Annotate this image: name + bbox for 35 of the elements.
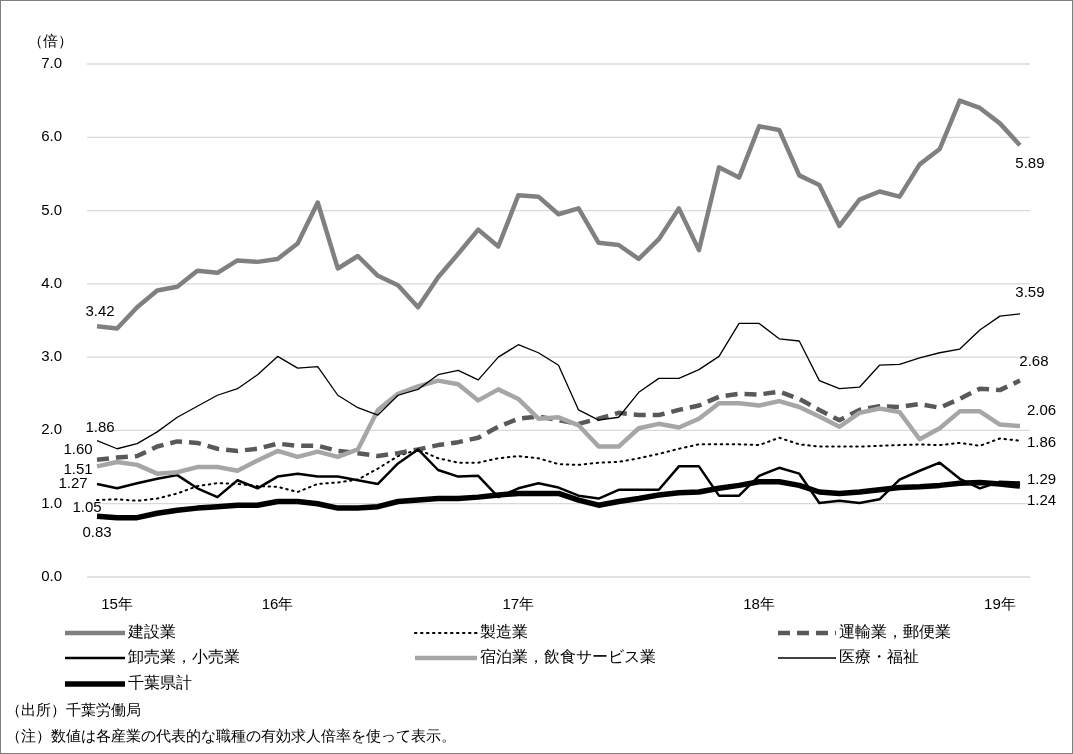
y-tick-label: 3.0 — [41, 347, 62, 365]
y-tick-label: 4.0 — [41, 273, 62, 291]
data-label: 5.89 — [1015, 154, 1045, 172]
text: （出所）千葉労働局 — [6, 700, 141, 718]
data-label: 1.60 — [63, 439, 93, 457]
legend-label: 運輸業，郵便業 — [839, 623, 951, 641]
y-tick-label: 6.0 — [41, 127, 62, 145]
legend-label: 製造業 — [480, 623, 528, 641]
y-tick-label: 0.0 — [41, 566, 62, 584]
data-label: 1.05 — [72, 498, 102, 516]
y-tick-label: 1.0 — [41, 493, 62, 511]
text: （注）数値は各産業の代表的な職種の有効求人倍率を使って表示。 — [6, 726, 456, 744]
data-label: 2.06 — [1026, 401, 1057, 418]
legend-label: 医療・福祉 — [839, 648, 919, 666]
y-tick-label: 2.0 — [41, 420, 62, 438]
data-label: 0.83 — [82, 523, 112, 541]
x-tick-label: 16年 — [261, 594, 294, 612]
data-label: 1.29 — [1026, 470, 1057, 488]
x-tick-label: 19年 — [984, 594, 1016, 612]
x-tick-label: 18年 — [743, 594, 775, 612]
data-label: 2.68 — [1019, 351, 1049, 369]
legend-label: 宿泊業，飲食サービス業 — [480, 648, 656, 666]
data-label: 1.86 — [85, 417, 115, 435]
legend-label: 卸売業，小売業 — [128, 648, 240, 666]
x-tick-label: 17年 — [502, 594, 535, 612]
data-label: 1.86 — [1026, 432, 1057, 450]
x-tick-label: 15年 — [101, 594, 133, 612]
legend-label: 建設業 — [127, 623, 176, 641]
data-label: 3.42 — [85, 302, 115, 320]
legend-label: 千葉県計 — [128, 674, 192, 692]
y-tick-label: 7.0 — [41, 53, 62, 71]
y-tick-label: 5.0 — [41, 200, 62, 218]
data-label: 3.59 — [1015, 282, 1045, 300]
data-label: 1.24 — [1026, 491, 1057, 509]
y-axis-title: （倍） — [27, 31, 73, 49]
